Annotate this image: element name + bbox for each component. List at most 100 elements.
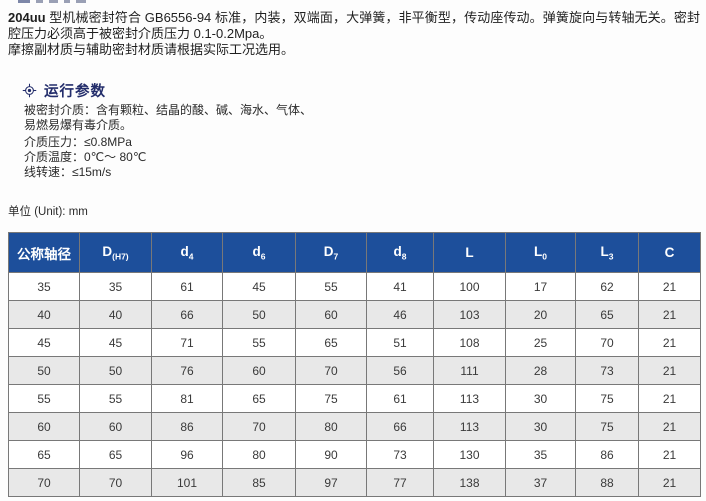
table-cell: 75	[575, 412, 639, 441]
table-row: 50 50 76 60 70 56 111 28 73 21	[8, 356, 701, 385]
table-cell: 70	[8, 468, 80, 497]
table-cell: 90	[295, 440, 367, 469]
param-linear-speed: 线转速：≤15m/s	[24, 165, 112, 179]
unit-label: 单位 (Unit): mm	[8, 206, 88, 218]
table-cell: 103	[433, 300, 506, 329]
table-cell: 21	[638, 440, 701, 469]
table-cell: 61	[151, 272, 223, 301]
table-cell: 60	[295, 300, 367, 329]
table-cell: 56	[366, 356, 434, 385]
table-cell: 61	[366, 384, 434, 413]
spec-table: 公称轴径 D(H7) d4 d6 D7 d8 L L0 L3 C 35 35 61 45 55 41 100 1…	[8, 232, 701, 497]
intro-line1: 型机械密封符合 GB6556-94 标准，内装，双端面，大弹簧，非平衡型，传动座…	[8, 10, 700, 41]
table-cell: 76	[151, 356, 223, 385]
table-cell: 101	[151, 468, 223, 497]
column-header: d4	[151, 232, 223, 273]
table-row: 65 65 96 80 90 73 130 35 86 21	[8, 440, 701, 469]
table-cell: 80	[295, 412, 367, 441]
table-cell: 21	[638, 272, 701, 301]
table-cell: 55	[79, 384, 152, 413]
table-cell: 86	[151, 412, 223, 441]
column-header: d6	[222, 232, 296, 273]
param-medium-line2: 易燃易爆有毒介质。	[24, 118, 133, 132]
table-cell: 88	[575, 468, 639, 497]
table-cell: 81	[151, 384, 223, 413]
table-cell: 71	[151, 328, 223, 357]
table-cell: 70	[575, 328, 639, 357]
table-cell: 37	[505, 468, 576, 497]
table-cell: 130	[433, 440, 506, 469]
model-number: 204uu	[8, 10, 46, 25]
column-header: L	[433, 232, 506, 273]
table-cell: 41	[366, 272, 434, 301]
table-cell: 65	[295, 328, 367, 357]
table-cell: 108	[433, 328, 506, 357]
cropped-top-text-remnant	[18, 0, 138, 4]
table-cell: 55	[222, 328, 296, 357]
table-cell: 85	[222, 468, 296, 497]
table-cell: 138	[433, 468, 506, 497]
table-cell: 21	[638, 384, 701, 413]
param-medium-line1: 被密封介质：含有颗粒、结晶的酸、碱、海水、气体、	[24, 103, 313, 117]
table-cell: 45	[8, 328, 80, 357]
table-cell: 55	[295, 272, 367, 301]
table-cell: 55	[8, 384, 80, 413]
table-cell: 80	[222, 440, 296, 469]
table-cell: 70	[295, 356, 367, 385]
table-row: 35 35 61 45 55 41 100 17 62 21	[8, 272, 701, 301]
intro-line2: 摩擦副材质与辅助密封材质请根据实际工况选用。	[8, 42, 295, 57]
column-header: 公称轴径	[8, 232, 80, 273]
section-title: 运行参数	[44, 84, 106, 100]
table-cell: 113	[433, 384, 506, 413]
table-cell: 30	[505, 412, 576, 441]
table-cell: 20	[505, 300, 576, 329]
table-cell: 100	[433, 272, 506, 301]
table-cell: 73	[366, 440, 434, 469]
table-cell: 111	[433, 356, 506, 385]
table-row: 45 45 71 55 65 51 108 25 70 21	[8, 328, 701, 357]
param-temperature: 介质温度：0℃～ 80℃	[24, 150, 147, 164]
table-cell: 66	[151, 300, 223, 329]
table-cell: 86	[575, 440, 639, 469]
table-cell: 65	[222, 384, 296, 413]
table-cell: 75	[575, 384, 639, 413]
table-cell: 50	[79, 356, 152, 385]
table-row: 40 40 66 50 60 46 103 20 65 21	[8, 300, 701, 329]
table-cell: 66	[366, 412, 434, 441]
table-cell: 46	[366, 300, 434, 329]
section-header: 运行参数	[22, 80, 106, 101]
table-cell: 28	[505, 356, 576, 385]
table-row: 60 60 86 70 80 66 113 30 75 21	[8, 412, 701, 441]
table-cell: 73	[575, 356, 639, 385]
column-header: L3	[575, 232, 639, 273]
table-cell: 40	[79, 300, 152, 329]
table-cell: 35	[505, 440, 576, 469]
table-cell: 51	[366, 328, 434, 357]
column-header: D(H7)	[79, 232, 152, 273]
table-cell: 21	[638, 468, 701, 497]
column-header: L0	[505, 232, 576, 273]
table-cell: 21	[638, 328, 701, 357]
table-cell: 50	[8, 356, 80, 385]
table-header-row: 公称轴径 D(H7) d4 d6 D7 d8 L L0 L3 C	[8, 232, 701, 273]
column-header: d8	[366, 232, 434, 273]
table-cell: 21	[638, 412, 701, 441]
table-cell: 45	[222, 272, 296, 301]
operating-params: 被密封介质：含有颗粒、结晶的酸、碱、海水、气体、 易燃易爆有毒介质。 介质压力：…	[24, 103, 312, 180]
column-header: D7	[295, 232, 367, 273]
table-cell: 45	[79, 328, 152, 357]
table-cell: 97	[295, 468, 367, 497]
table-row: 70 70 101 85 97 77 138 37 88 21	[8, 468, 701, 497]
table-cell: 70	[222, 412, 296, 441]
table-cell: 65	[79, 440, 152, 469]
table-cell: 60	[8, 412, 80, 441]
table-cell: 65	[8, 440, 80, 469]
table-cell: 25	[505, 328, 576, 357]
table-row: 55 55 81 65 75 61 113 30 75 21	[8, 384, 701, 413]
table-cell: 50	[222, 300, 296, 329]
table-cell: 60	[222, 356, 296, 385]
intro-paragraph: 204uu 型机械密封符合 GB6556-94 标准，内装，双端面，大弹簧，非平…	[8, 10, 700, 58]
table-cell: 60	[79, 412, 152, 441]
table-cell: 75	[295, 384, 367, 413]
param-pressure: 介质压力：≤0.8MPa	[24, 135, 132, 149]
